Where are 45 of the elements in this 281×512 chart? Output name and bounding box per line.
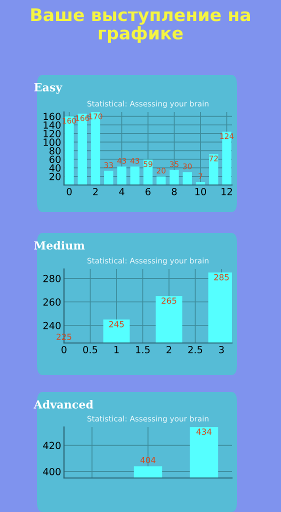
x-tick-label: 6	[146, 188, 150, 196]
chart-title: Medium	[34, 241, 85, 250]
y-tick-label: 280	[43, 274, 61, 282]
y-tick-label: 260	[43, 298, 61, 306]
x-tick-label: 0	[66, 188, 72, 196]
y-tick-label: 20	[50, 172, 61, 180]
x-tick-label: 8	[172, 188, 177, 196]
y-tick-label: 60	[50, 156, 61, 164]
bar	[170, 170, 179, 185]
x-tick-label: 3	[219, 346, 224, 354]
x-tick-label: 1	[114, 346, 119, 354]
chart-title: Easy	[34, 83, 62, 94]
y-tick-label: 140	[44, 121, 61, 129]
bar	[117, 166, 126, 185]
chart-title: Advanced	[34, 400, 94, 409]
x-tick-label: 2	[166, 346, 172, 354]
x-tick-label: 2	[93, 188, 98, 196]
bar	[182, 172, 192, 185]
data-label: 245	[109, 321, 124, 328]
y-tick-label: 40	[49, 164, 61, 172]
text: Ваше выступление на графике	[31, 8, 250, 43]
y-tick-label: 160	[44, 112, 61, 120]
x-tick-label: 12	[222, 188, 232, 196]
data-label: 285	[214, 274, 229, 280]
x-tick-label: 0	[62, 346, 66, 354]
data-label: 434	[196, 428, 212, 435]
data-label: 404	[140, 456, 156, 464]
y-tick-label: 80	[50, 147, 61, 154]
x-tick-label: 0.5	[83, 346, 98, 354]
y-tick-label: 240	[43, 322, 61, 330]
y-tick-label: 100	[44, 138, 61, 146]
bar	[209, 154, 218, 185]
x-tick-label: 10	[195, 188, 206, 196]
y-tick-label: 120	[44, 130, 61, 138]
y-tick-label: 420	[43, 442, 61, 450]
bar	[156, 176, 166, 185]
bar	[64, 116, 74, 185]
data-label: 265	[162, 298, 176, 304]
bar	[90, 112, 100, 185]
x-tick-label: 4	[119, 188, 124, 196]
x-tick-label: 1.5	[136, 346, 150, 354]
y-tick-label: 400	[43, 468, 61, 476]
x-tick-label: 2.5	[188, 346, 202, 354]
bar	[104, 170, 114, 185]
bar	[130, 166, 140, 185]
